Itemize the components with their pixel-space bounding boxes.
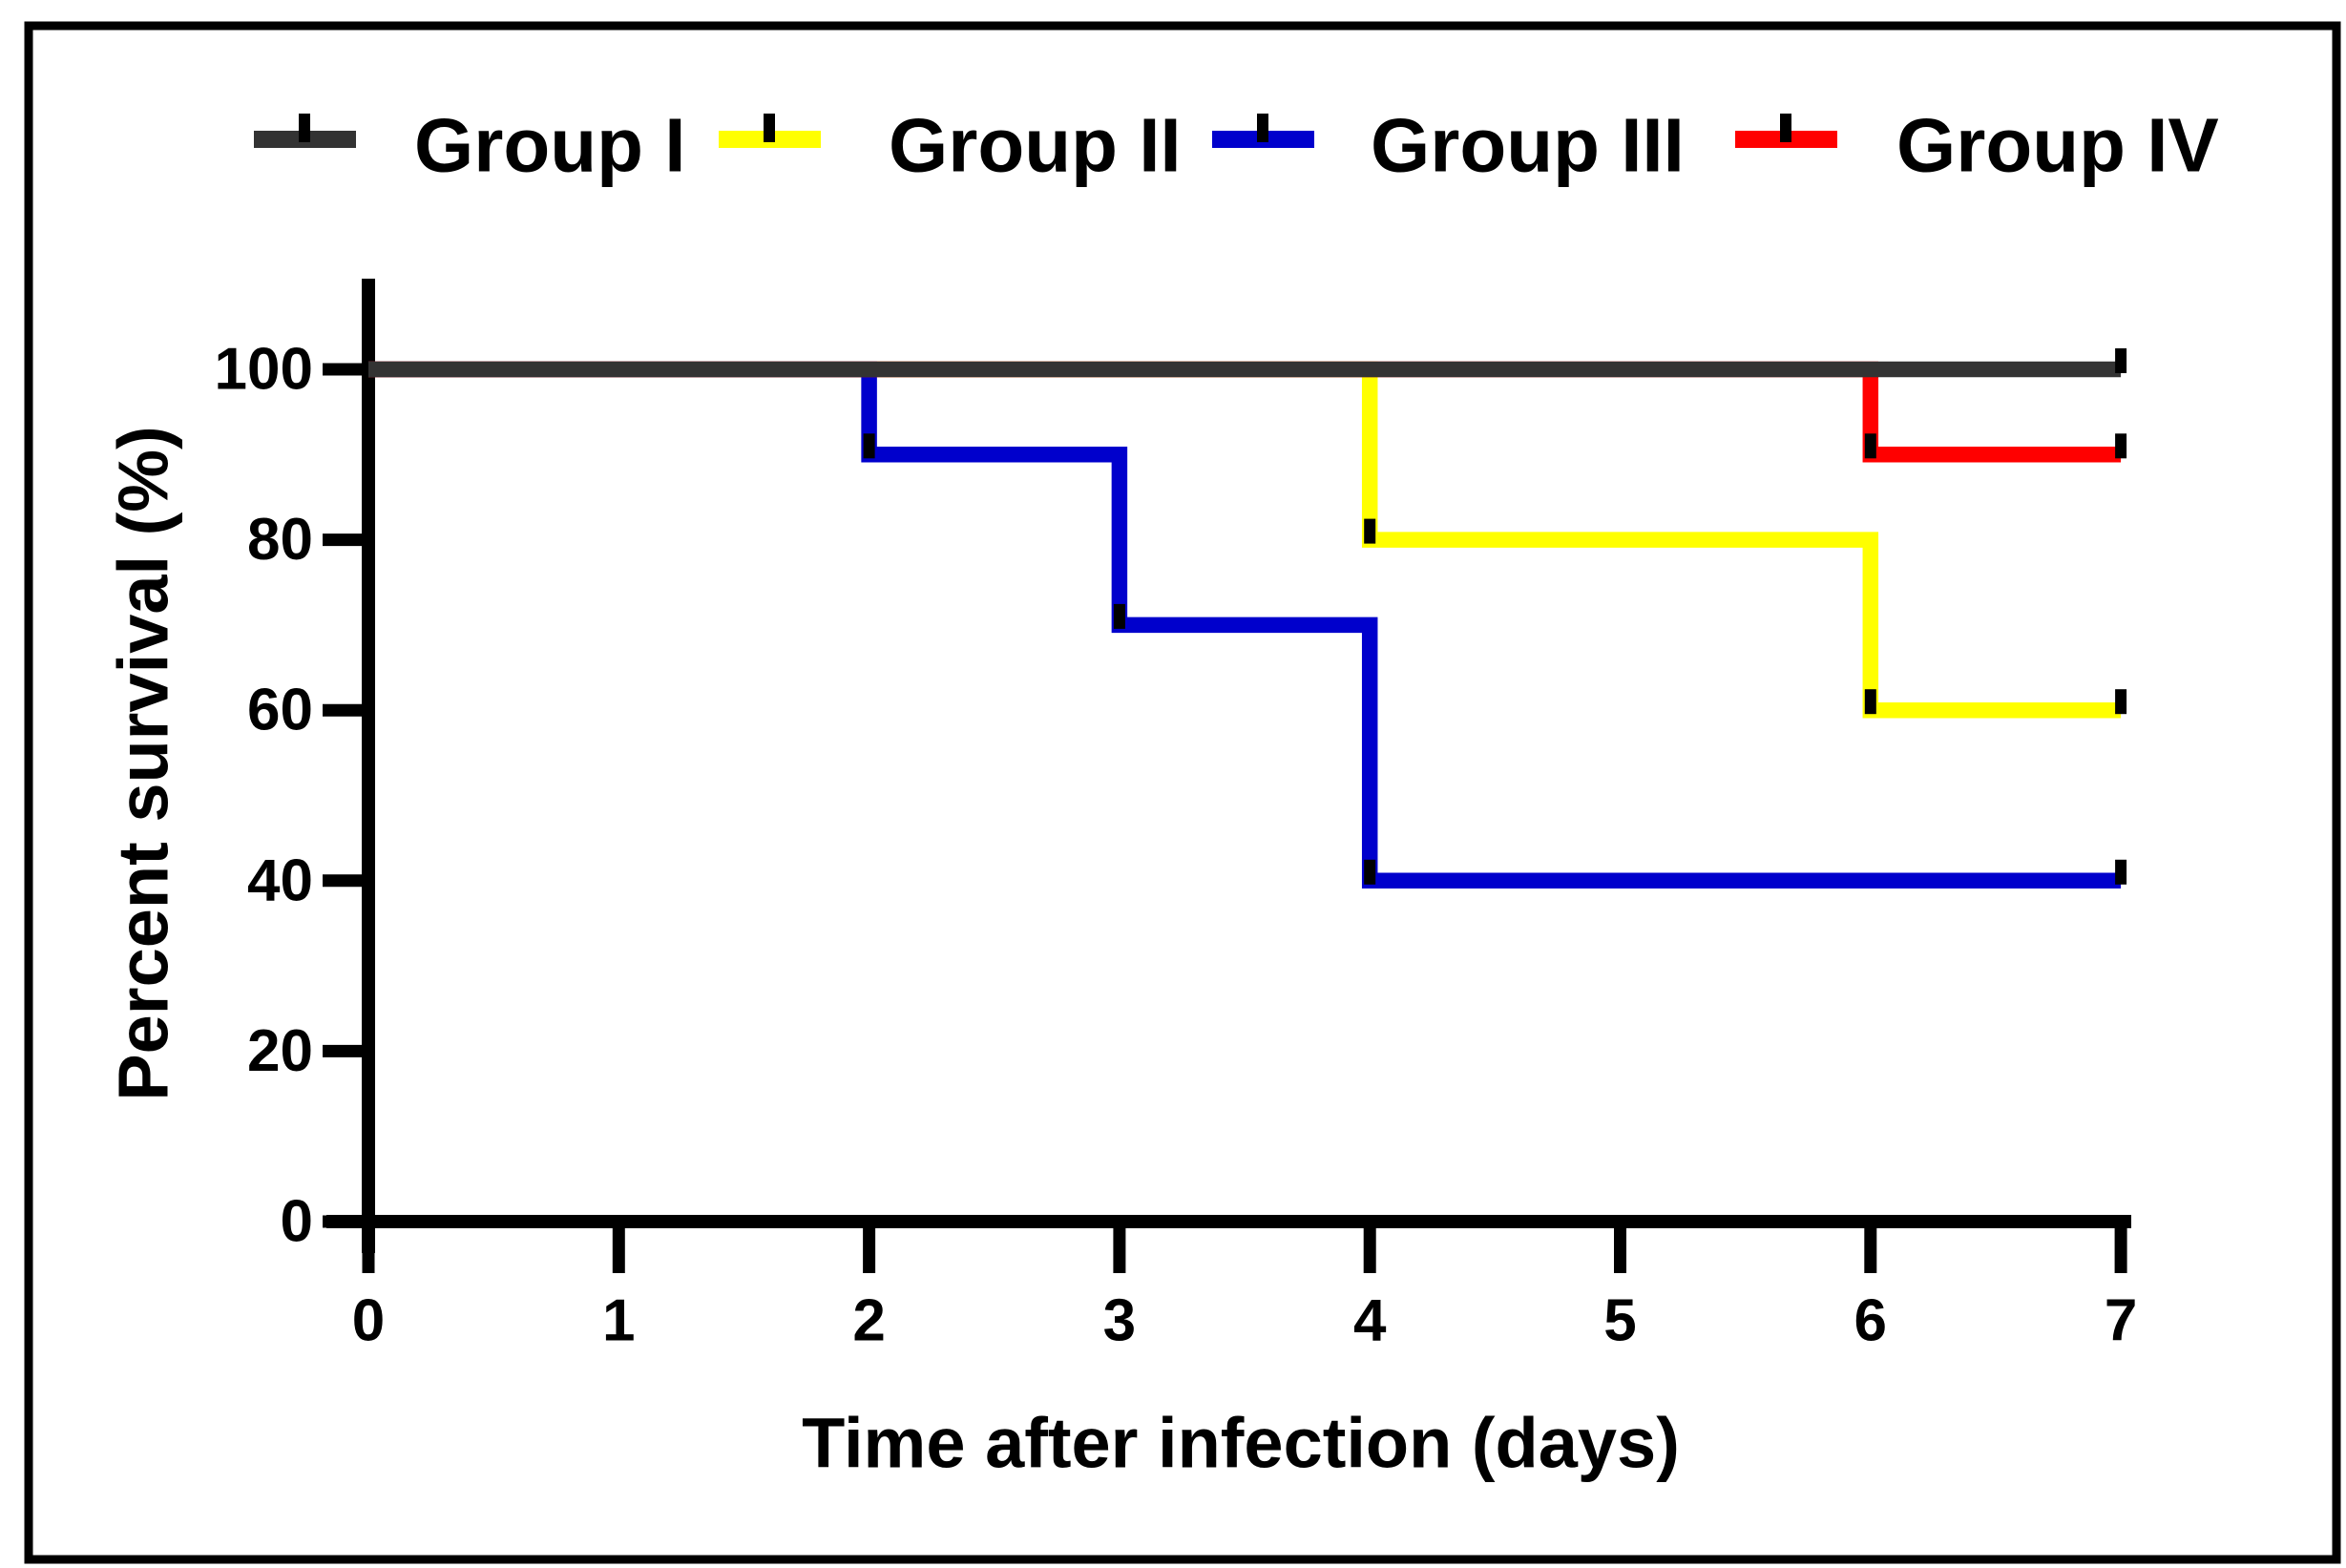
x-tick-label: 7 (2105, 1288, 2137, 1354)
y-axis-title: Percent survival (%) (104, 426, 183, 1100)
series-line-group-ii (368, 361, 2122, 719)
figure-border (24, 21, 2341, 1564)
x-tick-label: 4 (1353, 1288, 1387, 1354)
legend-item-group-iv: Group IV (1735, 103, 2219, 188)
legend-item-group-i: Group I (254, 103, 685, 188)
x-tick-label: 5 (1603, 1288, 1636, 1354)
y-tick-label: 80 (247, 507, 313, 573)
x-axis-title: Time after infection (days) (802, 1404, 1680, 1483)
event-tick-marker-group-ii (1364, 518, 1376, 544)
event-tick-marker-group-iv (1864, 433, 1876, 459)
event-tick-marker-group-iii (863, 433, 875, 459)
y-tick-label: 40 (247, 847, 313, 913)
axes (326, 279, 2131, 1253)
legend-label-group-iv: Group IV (1896, 103, 2219, 188)
y-tick-label: 0 (281, 1189, 313, 1255)
event-tick-marker-group-iii (2115, 859, 2127, 885)
event-tick-marker-group-iii (1364, 859, 1376, 885)
x-tick-label: 3 (1103, 1288, 1136, 1354)
event-tick-icon (1780, 114, 1791, 142)
legend-label-group-ii: Group II (889, 103, 1182, 188)
event-tick-marker-group-iv (2115, 433, 2127, 459)
x-tick-label: 2 (852, 1288, 885, 1354)
series-line-group-iv (368, 361, 2122, 463)
x-tick-label: 6 (1854, 1288, 1887, 1354)
event-tick-icon (299, 114, 310, 142)
event-tick-marker-group-ii (2115, 689, 2127, 715)
event-tick-icon (1257, 114, 1268, 142)
legend-label-group-iii: Group III (1371, 103, 1685, 188)
x-tick-label: 1 (602, 1288, 635, 1354)
legend-label-group-i: Group I (414, 103, 685, 188)
event-tick-marker-group-iii (1113, 603, 1125, 629)
y-tick-label: 100 (215, 337, 313, 403)
event-tick-marker-group-ii (1864, 689, 1876, 715)
plot-area: 0 1 2 3 4 5 6 7 0 20 40 60 80 100 (215, 337, 2138, 1354)
legend: Group I Group II Group III Group IV (254, 103, 2219, 188)
legend-item-group-iii: Group III (1212, 103, 1685, 188)
y-tick-label: 20 (247, 1018, 313, 1084)
x-tick-label: 0 (352, 1288, 385, 1354)
series-line-group-iii (368, 361, 2122, 889)
y-tick-label: 60 (247, 678, 313, 743)
event-tick-icon (764, 114, 775, 142)
legend-item-group-ii: Group II (719, 103, 1182, 188)
event-tick-marker-group-i (2115, 348, 2127, 373)
